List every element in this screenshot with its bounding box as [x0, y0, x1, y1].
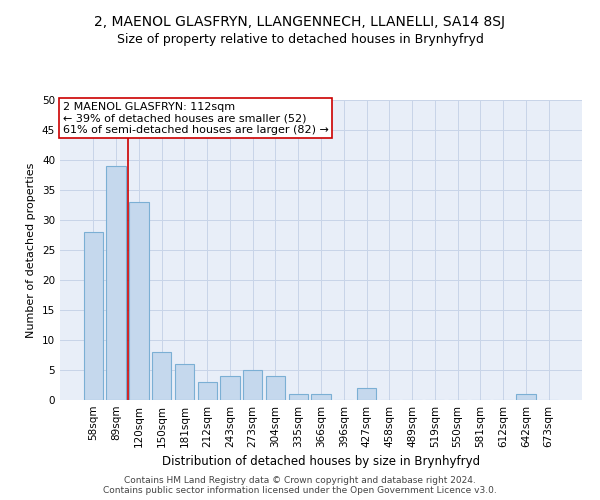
Bar [175, 364, 194, 400]
Text: Size of property relative to detached houses in Brynhyfryd: Size of property relative to detached ho… [116, 32, 484, 46]
Bar [243, 370, 262, 400]
Bar [152, 352, 172, 400]
X-axis label: Distribution of detached houses by size in Brynhyfryd: Distribution of detached houses by size … [162, 456, 480, 468]
Bar [84, 232, 103, 400]
Text: 2 MAENOL GLASFRYN: 112sqm
← 39% of detached houses are smaller (52)
61% of semi-: 2 MAENOL GLASFRYN: 112sqm ← 39% of detac… [62, 102, 328, 134]
Bar [106, 166, 126, 400]
Y-axis label: Number of detached properties: Number of detached properties [26, 162, 37, 338]
Bar [311, 394, 331, 400]
Bar [516, 394, 536, 400]
Bar [220, 376, 239, 400]
Bar [197, 382, 217, 400]
Text: Contains HM Land Registry data © Crown copyright and database right 2024.
Contai: Contains HM Land Registry data © Crown c… [103, 476, 497, 495]
Bar [357, 388, 376, 400]
Text: 2, MAENOL GLASFRYN, LLANGENNECH, LLANELLI, SA14 8SJ: 2, MAENOL GLASFRYN, LLANGENNECH, LLANELL… [95, 15, 505, 29]
Bar [289, 394, 308, 400]
Bar [266, 376, 285, 400]
Bar [129, 202, 149, 400]
